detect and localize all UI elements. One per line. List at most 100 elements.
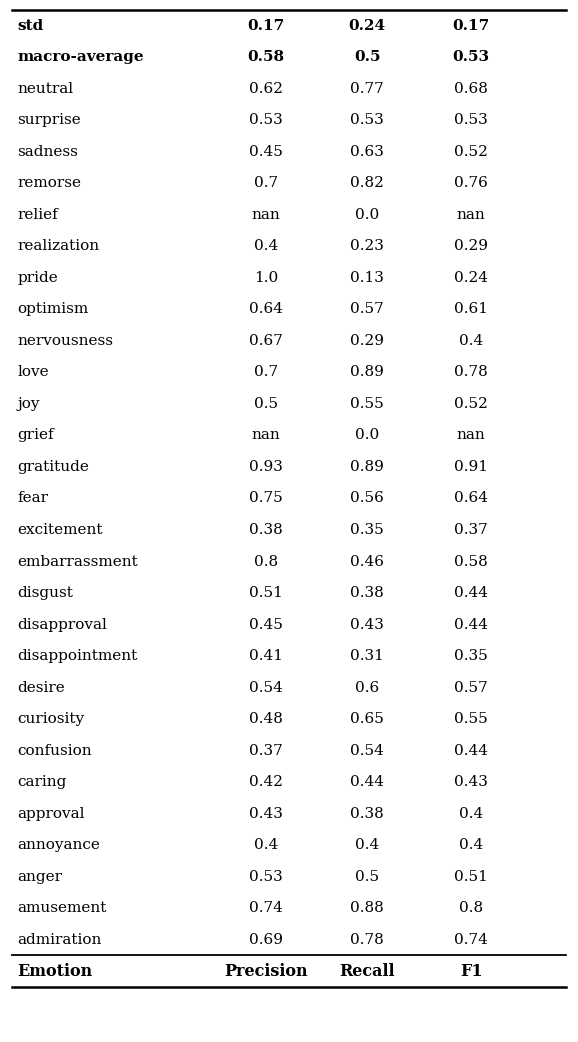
Text: caring: caring xyxy=(17,775,66,789)
Text: 0.52: 0.52 xyxy=(454,145,488,158)
Text: 0.7: 0.7 xyxy=(254,366,278,379)
Text: 0.78: 0.78 xyxy=(454,366,488,379)
Text: 0.53: 0.53 xyxy=(350,114,384,127)
Text: 0.42: 0.42 xyxy=(249,775,283,789)
Text: pride: pride xyxy=(17,271,58,284)
Text: 0.64: 0.64 xyxy=(454,492,488,505)
Text: realization: realization xyxy=(17,240,99,253)
Text: fear: fear xyxy=(17,492,49,505)
Text: nan: nan xyxy=(457,207,486,222)
Text: disapproval: disapproval xyxy=(17,618,107,631)
Text: 0.8: 0.8 xyxy=(459,901,483,915)
Text: 0.67: 0.67 xyxy=(249,333,283,348)
Text: Emotion: Emotion xyxy=(17,963,92,979)
Text: 0.57: 0.57 xyxy=(350,302,384,317)
Text: 0.58: 0.58 xyxy=(454,554,488,569)
Text: 0.53: 0.53 xyxy=(249,114,283,127)
Text: 0.51: 0.51 xyxy=(454,870,488,884)
Text: 0.74: 0.74 xyxy=(454,933,488,947)
Text: 0.56: 0.56 xyxy=(350,492,384,505)
Text: approval: approval xyxy=(17,807,85,821)
Text: nan: nan xyxy=(457,428,486,443)
Text: 0.24: 0.24 xyxy=(454,271,488,284)
Text: 0.5: 0.5 xyxy=(355,870,379,884)
Text: 0.48: 0.48 xyxy=(249,712,283,726)
Text: optimism: optimism xyxy=(17,302,88,317)
Text: embarrassment: embarrassment xyxy=(17,554,138,569)
Text: 0.53: 0.53 xyxy=(249,870,283,884)
Text: 0.44: 0.44 xyxy=(454,618,488,631)
Text: anger: anger xyxy=(17,870,62,884)
Text: 1.0: 1.0 xyxy=(254,271,278,284)
Text: 0.55: 0.55 xyxy=(350,397,384,411)
Text: 0.29: 0.29 xyxy=(350,333,384,348)
Text: 0.88: 0.88 xyxy=(350,901,384,915)
Text: 0.45: 0.45 xyxy=(249,618,283,631)
Text: annoyance: annoyance xyxy=(17,838,100,852)
Text: 0.64: 0.64 xyxy=(249,302,283,317)
Text: 0.8: 0.8 xyxy=(254,554,278,569)
Text: 0.89: 0.89 xyxy=(350,366,384,379)
Text: 0.44: 0.44 xyxy=(350,775,384,789)
Text: 0.78: 0.78 xyxy=(350,933,384,947)
Text: 0.89: 0.89 xyxy=(350,460,384,474)
Text: 0.51: 0.51 xyxy=(249,586,283,600)
Text: confusion: confusion xyxy=(17,744,92,758)
Text: 0.23: 0.23 xyxy=(350,240,384,253)
Text: 0.0: 0.0 xyxy=(355,428,379,443)
Text: nervousness: nervousness xyxy=(17,333,113,348)
Text: 0.5: 0.5 xyxy=(254,397,278,411)
Text: 0.0: 0.0 xyxy=(355,207,379,222)
Text: 0.63: 0.63 xyxy=(350,145,384,158)
Text: 0.62: 0.62 xyxy=(249,81,283,96)
Text: 0.53: 0.53 xyxy=(453,50,490,65)
Text: 0.65: 0.65 xyxy=(350,712,384,726)
Text: Recall: Recall xyxy=(339,963,395,979)
Text: 0.93: 0.93 xyxy=(249,460,283,474)
Text: 0.4: 0.4 xyxy=(355,838,379,852)
Text: 0.68: 0.68 xyxy=(454,81,488,96)
Text: 0.57: 0.57 xyxy=(454,680,488,695)
Text: 0.77: 0.77 xyxy=(350,81,384,96)
Text: nan: nan xyxy=(251,207,280,222)
Text: desire: desire xyxy=(17,680,65,695)
Text: 0.38: 0.38 xyxy=(249,523,283,537)
Text: 0.4: 0.4 xyxy=(459,807,483,821)
Text: 0.35: 0.35 xyxy=(454,649,488,663)
Text: curiosity: curiosity xyxy=(17,712,84,726)
Text: 0.41: 0.41 xyxy=(249,649,283,663)
Text: 0.58: 0.58 xyxy=(247,50,284,65)
Text: admiration: admiration xyxy=(17,933,102,947)
Text: 0.54: 0.54 xyxy=(350,744,384,758)
Text: 0.4: 0.4 xyxy=(254,240,278,253)
Text: disgust: disgust xyxy=(17,586,73,600)
Text: grief: grief xyxy=(17,428,54,443)
Text: Precision: Precision xyxy=(224,963,307,979)
Text: 0.45: 0.45 xyxy=(249,145,283,158)
Text: disappointment: disappointment xyxy=(17,649,138,663)
Text: 0.7: 0.7 xyxy=(254,176,278,191)
Text: 0.29: 0.29 xyxy=(454,240,488,253)
Text: love: love xyxy=(17,366,49,379)
Text: 0.54: 0.54 xyxy=(249,680,283,695)
Text: 0.69: 0.69 xyxy=(249,933,283,947)
Text: 0.4: 0.4 xyxy=(254,838,278,852)
Text: 0.82: 0.82 xyxy=(350,176,384,191)
Text: 0.75: 0.75 xyxy=(249,492,283,505)
Text: joy: joy xyxy=(17,397,40,411)
Text: macro-average: macro-average xyxy=(17,50,144,65)
Text: gratitude: gratitude xyxy=(17,460,89,474)
Text: 0.37: 0.37 xyxy=(249,744,283,758)
Text: F1: F1 xyxy=(460,963,483,979)
Text: 0.35: 0.35 xyxy=(350,523,384,537)
Text: 0.4: 0.4 xyxy=(459,333,483,348)
Text: 0.43: 0.43 xyxy=(350,618,384,631)
Text: 0.31: 0.31 xyxy=(350,649,384,663)
Text: 0.44: 0.44 xyxy=(454,744,488,758)
Text: 0.5: 0.5 xyxy=(354,50,380,65)
Text: 0.37: 0.37 xyxy=(454,523,488,537)
Text: sadness: sadness xyxy=(17,145,78,158)
Text: 0.43: 0.43 xyxy=(454,775,488,789)
Text: 0.52: 0.52 xyxy=(454,397,488,411)
Text: remorse: remorse xyxy=(17,176,81,191)
